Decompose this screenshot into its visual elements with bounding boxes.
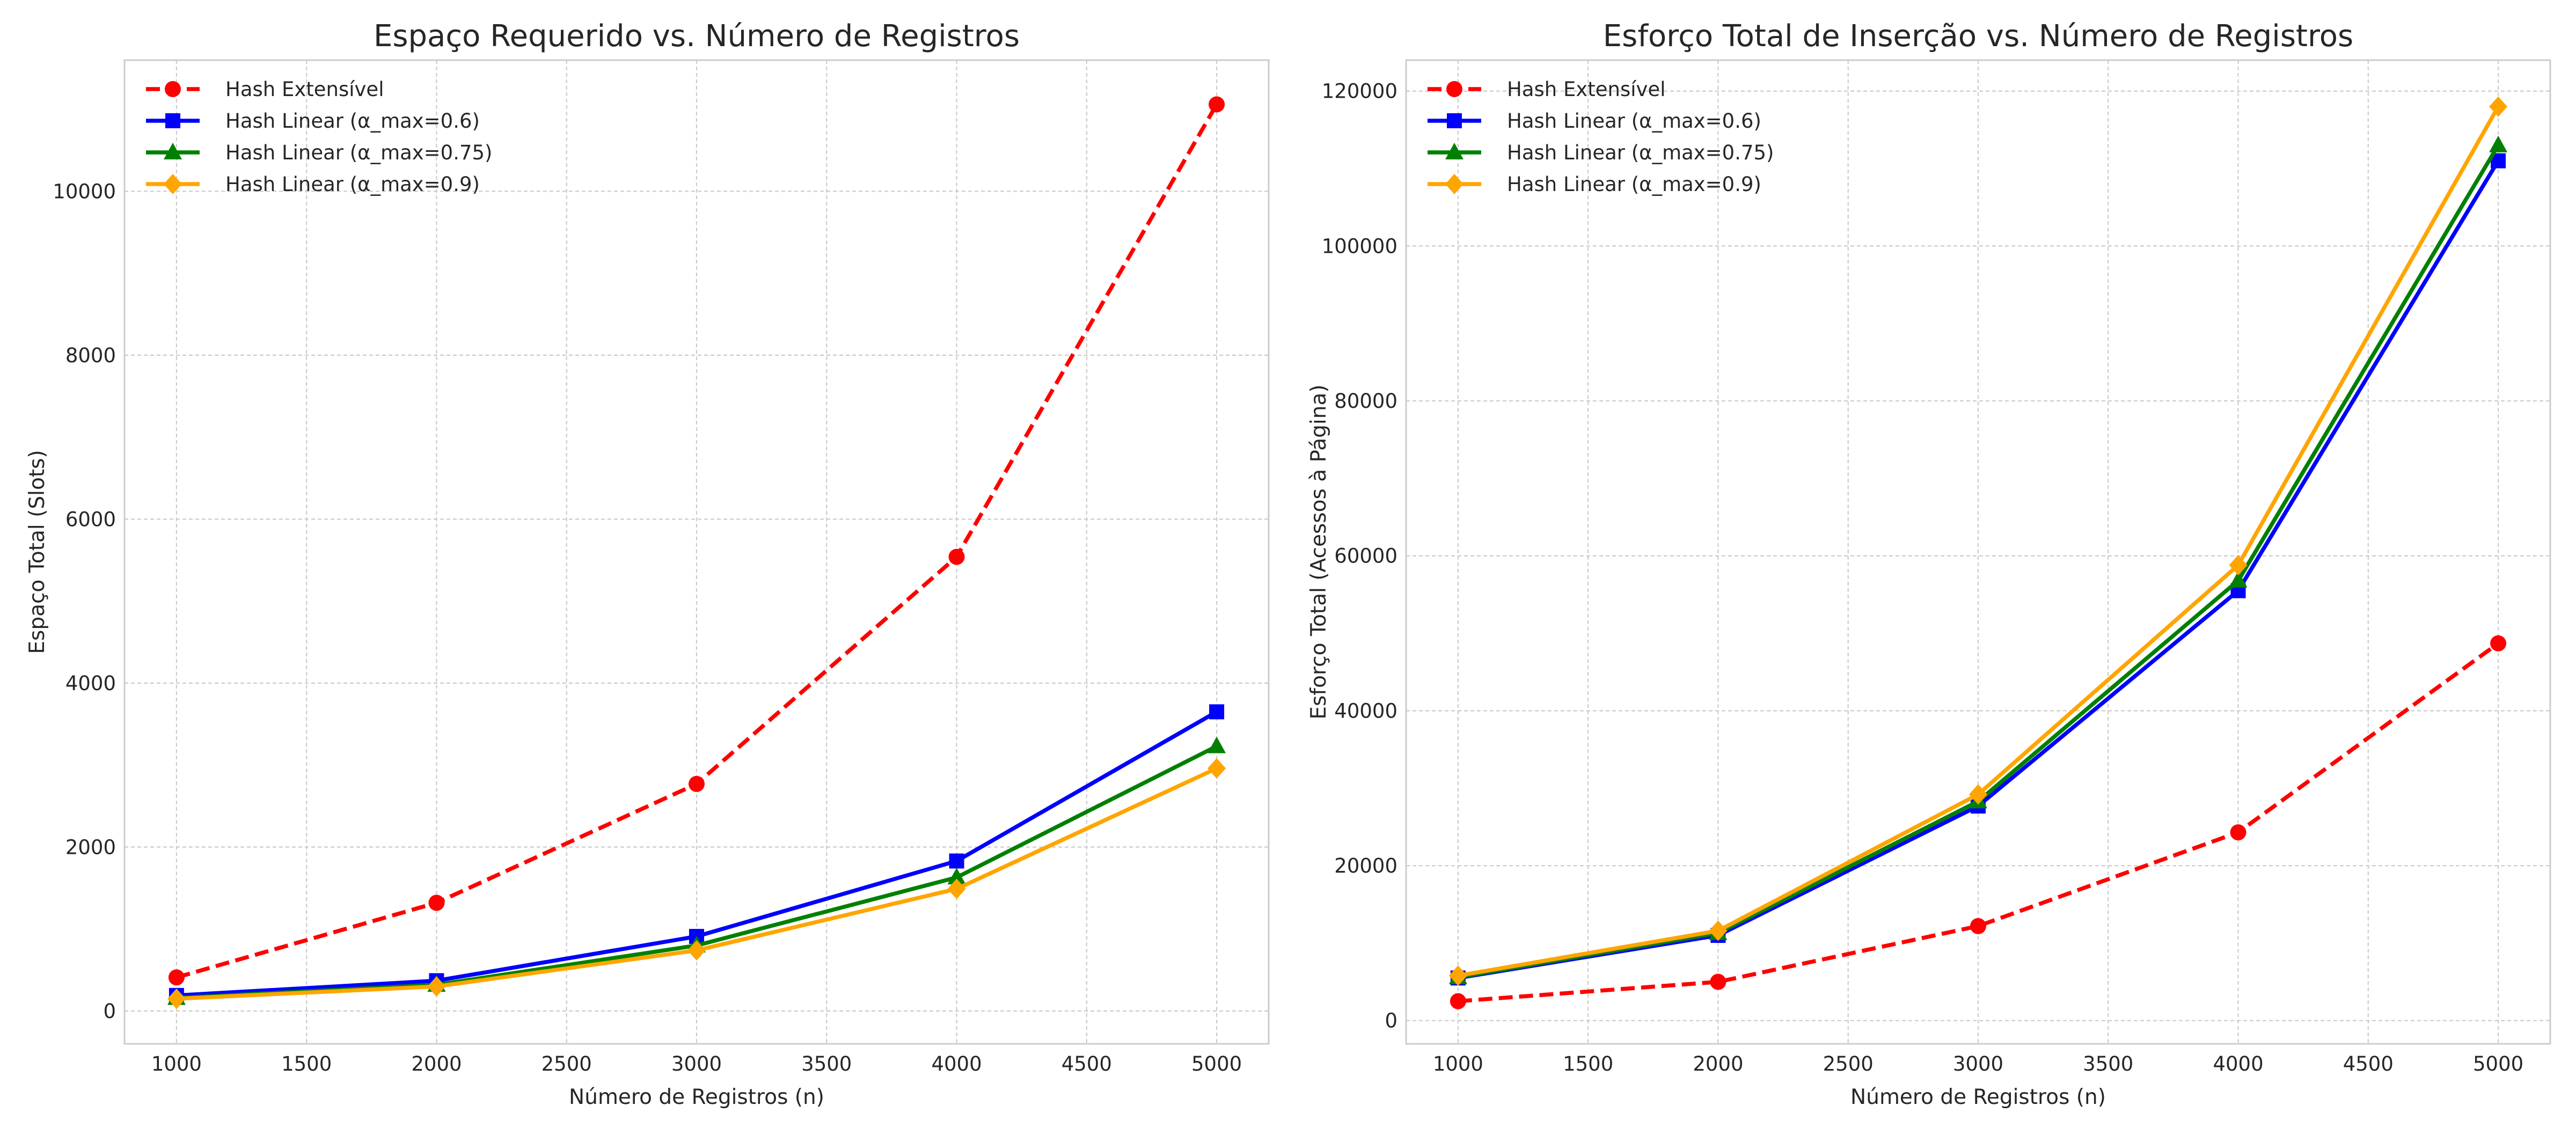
x-tick-label: 4000 xyxy=(2213,1052,2263,1075)
x-tick-label: 4000 xyxy=(931,1052,982,1075)
legend-marker xyxy=(165,113,180,128)
data-point xyxy=(428,895,445,911)
data-point xyxy=(2229,570,2248,588)
x-tick-label: 3500 xyxy=(2083,1052,2133,1075)
legend-marker xyxy=(1445,143,1463,159)
y-tick-label: 100000 xyxy=(1322,235,1397,258)
data-point xyxy=(2490,635,2507,652)
plot-frame xyxy=(123,59,1270,1045)
series-line xyxy=(1458,641,2500,1004)
data-point xyxy=(1209,96,1225,113)
legend-marker xyxy=(1445,174,1463,194)
legend-marker xyxy=(165,81,181,97)
x-tick-label: 5000 xyxy=(2473,1052,2523,1075)
chart-2: 1000 1500 2000 2500 3000 3500 4000 4500 5000 0 200… xyxy=(1307,19,2551,1109)
legend-label: Hash Extensível xyxy=(1507,78,1665,101)
legend-label: Hash Linear (α_max=0.6) xyxy=(1507,109,1761,133)
y-tick-label: 60000 xyxy=(1334,545,1397,568)
data-point xyxy=(2230,824,2246,840)
legend-label: Hash Linear (α_max=0.9) xyxy=(225,173,480,196)
plot-frame xyxy=(1405,59,2551,1045)
x-tick-label: 2000 xyxy=(411,1052,462,1075)
data-point xyxy=(1709,920,1728,941)
x-tick-label: 2500 xyxy=(1823,1052,1874,1075)
data-point xyxy=(2489,96,2508,117)
x-tick-label: 2000 xyxy=(1693,1052,1743,1075)
y-axis-label: Espaço Total (Slots) xyxy=(25,450,49,654)
data-point xyxy=(1448,965,1467,986)
y-tick-label: 40000 xyxy=(1334,699,1397,722)
data-point xyxy=(168,969,185,986)
data-point xyxy=(1969,784,1987,805)
data-point xyxy=(689,775,705,792)
x-tick-label: 3000 xyxy=(1953,1052,2003,1075)
data-point xyxy=(687,940,706,961)
y-tick-label: 0 xyxy=(103,1000,116,1023)
series-4 xyxy=(1448,96,2508,986)
legend-label: Hash Linear (α_max=0.9) xyxy=(1507,173,1761,196)
x-tick-label: 1500 xyxy=(1563,1052,1613,1075)
x-tick-label: 4500 xyxy=(2343,1052,2394,1075)
y-tick-label: 0 xyxy=(1385,1009,1397,1033)
data-point xyxy=(427,976,446,997)
data-point xyxy=(2489,135,2508,152)
legend-label: Hash Extensível xyxy=(225,78,384,101)
data-point xyxy=(1208,736,1226,753)
x-tick-label: 3500 xyxy=(801,1052,852,1075)
data-point xyxy=(1970,918,1986,934)
x-tick-label: 3000 xyxy=(671,1052,722,1075)
y-tick-label: 120000 xyxy=(1322,80,1397,103)
legend: Hash Extensível Hash Linear (α_max=0.6) Ha… xyxy=(146,78,493,196)
series-1 xyxy=(1450,635,2507,1009)
legend-label: Hash Linear (α_max=0.75) xyxy=(1507,141,1774,164)
data-point xyxy=(947,879,966,899)
legend-marker xyxy=(1447,113,1462,128)
series-1 xyxy=(168,96,1225,986)
data-point xyxy=(949,853,964,869)
legend-marker xyxy=(1446,81,1462,97)
legend-label: Hash Linear (α_max=0.75) xyxy=(225,141,493,164)
chart-1: 1000 1500 2000 2500 3000 3500 4000 4500 5000 0 200… xyxy=(25,19,1270,1109)
y-tick-label: 6000 xyxy=(65,508,116,531)
data-point xyxy=(1710,974,1726,990)
chart-title: Espaço Requerido vs. Número de Registros xyxy=(374,19,1020,54)
legend: Hash Extensível Hash Linear (α_max=0.6) Ha… xyxy=(1428,78,1774,196)
y-tick-label: 10000 xyxy=(53,180,116,203)
legend-marker xyxy=(164,143,182,159)
x-tick-label: 2500 xyxy=(541,1052,592,1075)
data-point xyxy=(948,548,965,565)
y-axis-label: Esforço Total (Acessos à Página) xyxy=(1307,384,1331,719)
data-point xyxy=(1209,704,1225,720)
data-point xyxy=(2229,555,2248,576)
x-tick-label: 1000 xyxy=(151,1052,202,1075)
data-point xyxy=(1208,758,1226,779)
x-tick-label: 4500 xyxy=(1062,1052,1112,1075)
x-tick-label: 5000 xyxy=(1191,1052,1242,1075)
data-point xyxy=(947,867,966,884)
y-tick-label: 20000 xyxy=(1334,854,1397,877)
data-point xyxy=(167,988,186,1009)
x-axis-label: Número de Registros (n) xyxy=(1850,1085,2106,1109)
x-tick-label: 1000 xyxy=(1433,1052,1483,1075)
x-tick-label: 1500 xyxy=(281,1052,332,1075)
y-tick-label: 80000 xyxy=(1334,390,1397,413)
y-tick-label: 2000 xyxy=(65,836,116,859)
series-4 xyxy=(167,758,1226,1009)
chart-title: Esforço Total de Inserção vs. Número de … xyxy=(1603,19,2353,54)
y-tick-label: 8000 xyxy=(65,344,116,367)
legend-marker xyxy=(164,174,182,194)
y-tick-label: 4000 xyxy=(65,672,116,695)
legend-label: Hash Linear (α_max=0.6) xyxy=(225,109,480,133)
x-axis-label: Número de Registros (n) xyxy=(569,1085,824,1109)
data-point xyxy=(1450,993,1466,1009)
